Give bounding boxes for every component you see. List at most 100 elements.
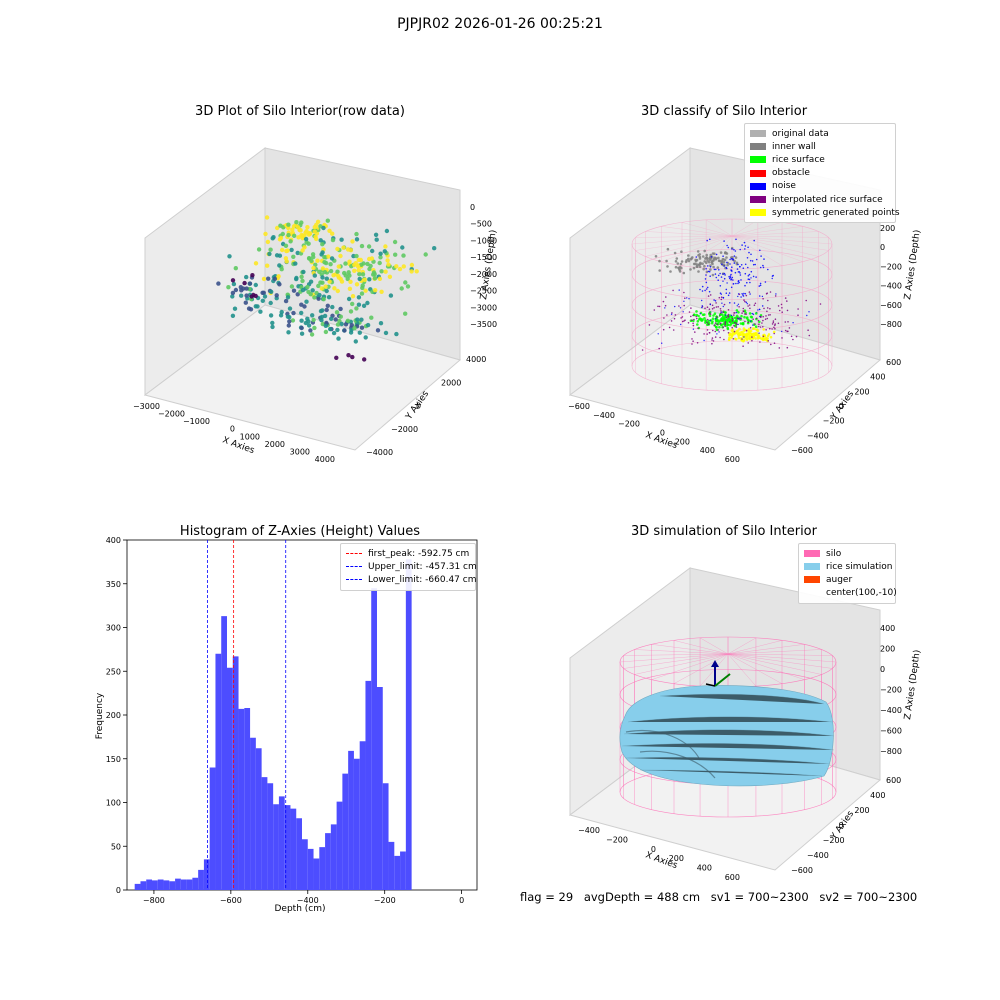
raw-point <box>355 317 360 322</box>
classified-point <box>733 316 737 320</box>
classified-point <box>767 299 769 302</box>
classified-point <box>753 239 755 242</box>
classified-point <box>696 342 699 344</box>
raw-point <box>320 275 325 280</box>
classified-point <box>735 238 737 241</box>
classified-point <box>743 310 745 313</box>
p2-ztick: 0 <box>880 243 885 252</box>
classified-point <box>712 340 715 342</box>
raw-point <box>300 248 305 253</box>
classified-point <box>740 314 743 318</box>
classified-point <box>732 279 734 281</box>
raw-point <box>375 328 381 333</box>
raw-point <box>394 331 399 337</box>
silo-roof-strut <box>731 235 783 266</box>
classified-point <box>709 257 713 260</box>
classified-point <box>666 265 669 268</box>
classified-point <box>749 281 751 284</box>
raw-point <box>378 255 383 260</box>
classified-point <box>742 307 745 310</box>
classified-point <box>754 263 756 266</box>
classified-point <box>680 260 684 263</box>
raw-point <box>366 244 372 249</box>
raw-point <box>360 285 365 291</box>
raw-point <box>384 228 390 234</box>
classified-point <box>724 321 727 323</box>
classified-point <box>697 270 700 273</box>
hist-bar <box>261 777 268 891</box>
classified-point <box>732 259 735 261</box>
classified-point <box>707 323 710 326</box>
p1-ytick: −4000 <box>366 448 393 457</box>
classified-point <box>726 261 728 264</box>
raw-point <box>345 276 350 282</box>
raw-point <box>275 225 280 231</box>
classified-point <box>713 307 715 309</box>
raw-point <box>248 307 254 312</box>
raw-point <box>312 229 317 234</box>
raw-point <box>300 287 306 293</box>
raw-point <box>321 225 326 231</box>
classified-point <box>736 323 738 326</box>
raw-point <box>268 313 274 318</box>
raw-point <box>330 231 335 236</box>
p2-legend-swatch <box>750 130 766 138</box>
classified-point <box>698 265 702 269</box>
hist-bar <box>302 839 308 890</box>
classified-point <box>792 338 794 341</box>
p4-ytick: −400 <box>807 851 829 860</box>
classified-point <box>777 322 780 325</box>
classified-point <box>722 305 724 308</box>
classified-point <box>720 317 724 320</box>
raw-point <box>311 317 316 323</box>
classified-point <box>788 327 791 329</box>
classified-point <box>673 251 677 255</box>
p4-xtick: −200 <box>606 835 628 844</box>
classified-point <box>741 321 745 325</box>
classified-point <box>767 268 769 271</box>
classified-point <box>705 274 707 276</box>
classified-point <box>765 315 767 317</box>
classified-point <box>720 276 723 278</box>
silo-roof-strut <box>727 653 783 684</box>
raw-point <box>377 260 382 266</box>
hist-legend-label: first_peak: -592.75 cm <box>368 548 470 559</box>
classified-point <box>665 296 667 298</box>
raw-point <box>291 288 297 293</box>
classified-point <box>784 329 787 332</box>
silo-roof-strut <box>623 653 729 669</box>
raw-point <box>321 297 326 302</box>
classified-point <box>737 295 739 298</box>
raw-point <box>409 269 414 274</box>
hist-xtick-label: 0 <box>459 896 464 905</box>
classified-point <box>672 329 675 331</box>
raw-point <box>272 276 278 281</box>
classified-point <box>723 272 726 275</box>
raw-point <box>359 291 365 296</box>
classified-point <box>710 255 713 258</box>
plot1-title: 3D Plot of Silo Interior(row data) <box>195 104 405 119</box>
hist-bar <box>313 858 320 890</box>
raw-point <box>304 299 309 304</box>
hist-ytick-label: 350 <box>106 580 121 589</box>
raw-point <box>325 303 330 308</box>
raw-point <box>216 281 221 286</box>
sv1-value: sv1 = 700~2300 <box>710 890 809 904</box>
silo-roof-strut <box>727 640 783 655</box>
p2-ticks-group: −600−400−2000200400600−600−400−200020040… <box>568 224 902 464</box>
plot4-title: 3D simulation of Silo Interior <box>631 524 817 539</box>
raw-point <box>289 284 295 289</box>
p4-ztick: 0 <box>880 665 885 674</box>
p2-ytick: 400 <box>870 373 885 382</box>
classified-point <box>795 335 798 338</box>
raw-point <box>327 279 332 284</box>
classified-point <box>731 320 734 322</box>
classified-point <box>678 268 681 272</box>
hist-bar <box>359 741 366 890</box>
raw-point <box>303 236 309 242</box>
classified-point <box>722 311 725 313</box>
silo-roof-strut <box>651 653 729 680</box>
classified-point <box>781 311 783 314</box>
raw-point <box>387 274 393 279</box>
